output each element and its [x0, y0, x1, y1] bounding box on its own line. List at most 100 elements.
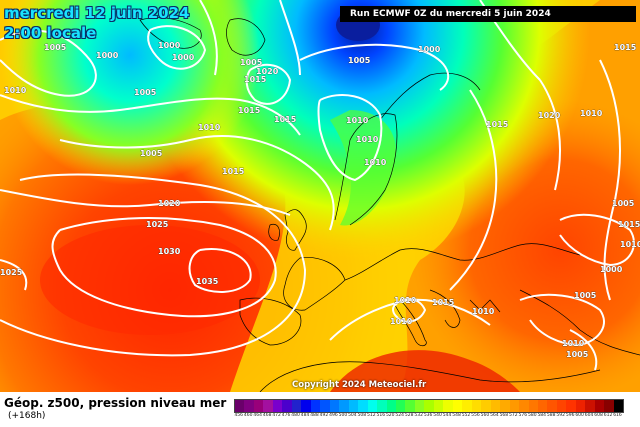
isobar-label: 1015 [238, 106, 261, 115]
scale-tick-label: 520 [385, 413, 395, 418]
scale-swatch [282, 400, 292, 412]
isobar-label: 1015 [618, 220, 640, 229]
isobar-label: 1000 [96, 51, 119, 60]
scale-tick-label: 512 [367, 413, 376, 418]
isobar-label: 1010 [620, 240, 640, 249]
scale-swatch [263, 400, 273, 412]
isobar-label: 1010 [198, 123, 221, 132]
scale-tick-label: 460 [243, 413, 253, 418]
scale-swatch [424, 400, 434, 412]
isobar-label: 1000 [158, 41, 181, 50]
scale-swatch [490, 400, 501, 412]
isobar-label: 1010 [390, 317, 413, 326]
scale-swatch [519, 400, 529, 412]
scale-swatch [575, 400, 586, 412]
isobar-label: 1005 [134, 88, 157, 97]
scale-tick-label: 612 [603, 413, 613, 418]
scale-swatch [272, 400, 283, 412]
isobar-label: 1005 [612, 199, 635, 208]
scale-swatch [358, 400, 368, 412]
scale-swatch [594, 400, 605, 412]
scale-tick-label: 540 [433, 413, 442, 418]
isobar-label: 1020 [256, 67, 279, 76]
scale-swatch [585, 400, 595, 412]
scale-swatch [613, 400, 624, 412]
isobar-labels: 1000 1005 1000 1005 1000 1000 1005 1010 … [0, 41, 640, 360]
isobar-label: 1005 [348, 56, 371, 65]
scale-tick-label: 584 [537, 413, 547, 418]
isobar-label: 1015 [432, 298, 455, 307]
scale-swatch [310, 400, 321, 412]
product-title: Géop. z500, pression niveau mer [4, 396, 227, 410]
legend-footer: Géop. z500, pression niveau mer (+168h) … [0, 392, 640, 427]
isobar-label: 1005 [574, 291, 597, 300]
isobar-label: 1010 [562, 339, 585, 348]
isobar-label: 1005 [566, 350, 589, 359]
scale-tick-label: 472 [272, 413, 281, 418]
scale-tick-label: 592 [556, 413, 565, 418]
isobar-label: 1000 [418, 45, 441, 54]
scale-swatch [377, 400, 387, 412]
cold-tongue-scandinavia [330, 110, 396, 226]
scale-tick-label: 604 [584, 413, 594, 418]
scale-tick-label: 580 [527, 413, 537, 418]
scale-swatch [471, 400, 482, 412]
geopotential-map-svg: 1000 1005 1000 1005 1000 1000 1005 1010 … [0, 0, 640, 392]
isobar-label: 1015 [244, 75, 267, 84]
scale-swatch [253, 400, 264, 412]
isobar-label: 1020 [158, 199, 181, 208]
scale-swatch [462, 400, 472, 412]
scale-swatch [547, 400, 557, 412]
scale-tick-label: 600 [575, 413, 584, 418]
scale-tick-label: 568 [499, 413, 509, 418]
isobar-label: 1000 [600, 265, 623, 274]
weather-map: 1000 1005 1000 1005 1000 1000 1005 1010 … [0, 0, 640, 392]
scale-swatch [414, 400, 425, 412]
scale-swatch [291, 400, 302, 412]
scale-tick-label: 500 [338, 413, 348, 418]
scale-swatch [348, 400, 359, 412]
scale-tick-label: 476 [281, 413, 291, 418]
scale-tick-label: 484 [300, 413, 310, 418]
scale-swatch [367, 400, 378, 412]
scale-swatch [566, 400, 576, 412]
scale-swatch [395, 400, 406, 412]
valid-date: mercredi 12 juin 2024 [4, 4, 190, 22]
isobar-label: 1025 [0, 268, 23, 277]
isobar-label: 1030 [158, 247, 181, 256]
scale-swatch [604, 400, 614, 412]
scale-tick-label: 552 [461, 413, 471, 418]
scale-swatch [329, 400, 340, 412]
scale-swatch [386, 400, 396, 412]
scale-tick-label: 464 [253, 413, 262, 418]
scale-swatch [433, 400, 444, 412]
deep-red-atlantic [40, 225, 260, 335]
deep-red-north-africa [330, 350, 520, 392]
scale-tick-label: 516 [376, 413, 386, 418]
scale-tick-label: 480 [291, 413, 300, 418]
color-scale-labels: 456 460 464 468 472 476 480 484 488 492 496 500 504 5… [234, 413, 622, 418]
isobar-label: 1020 [538, 111, 561, 120]
scale-swatch [509, 400, 520, 412]
isobar-label: 1025 [146, 220, 169, 229]
scale-swatch [301, 400, 311, 412]
scale-swatch [443, 400, 453, 412]
isobar-label: 1010 [472, 307, 495, 316]
model-run-info: Run ECMWF 0Z du mercredi 5 juin 2024 [340, 6, 636, 22]
scale-swatch [452, 400, 463, 412]
isobar-label: 1035 [196, 277, 219, 286]
scale-tick-label: 532 [414, 413, 423, 418]
scale-tick-label: 564 [490, 413, 499, 418]
isobar-label: 1010 [346, 116, 369, 125]
forecast-lead-time: (+168h) [8, 411, 46, 421]
scale-tick-label: 528 [404, 413, 414, 418]
isobar-label: 1005 [240, 58, 263, 67]
isobar-label: 1010 [394, 296, 417, 305]
valid-local-time: 2:00 locale [4, 24, 97, 42]
scale-tick-label: 616 [613, 413, 622, 418]
scale-tick-label: 596 [565, 413, 575, 418]
isobar-label: 1005 [140, 149, 163, 158]
scale-swatch [339, 400, 349, 412]
scale-tick-label: 548 [452, 413, 461, 418]
scale-tick-label: 508 [357, 413, 367, 418]
